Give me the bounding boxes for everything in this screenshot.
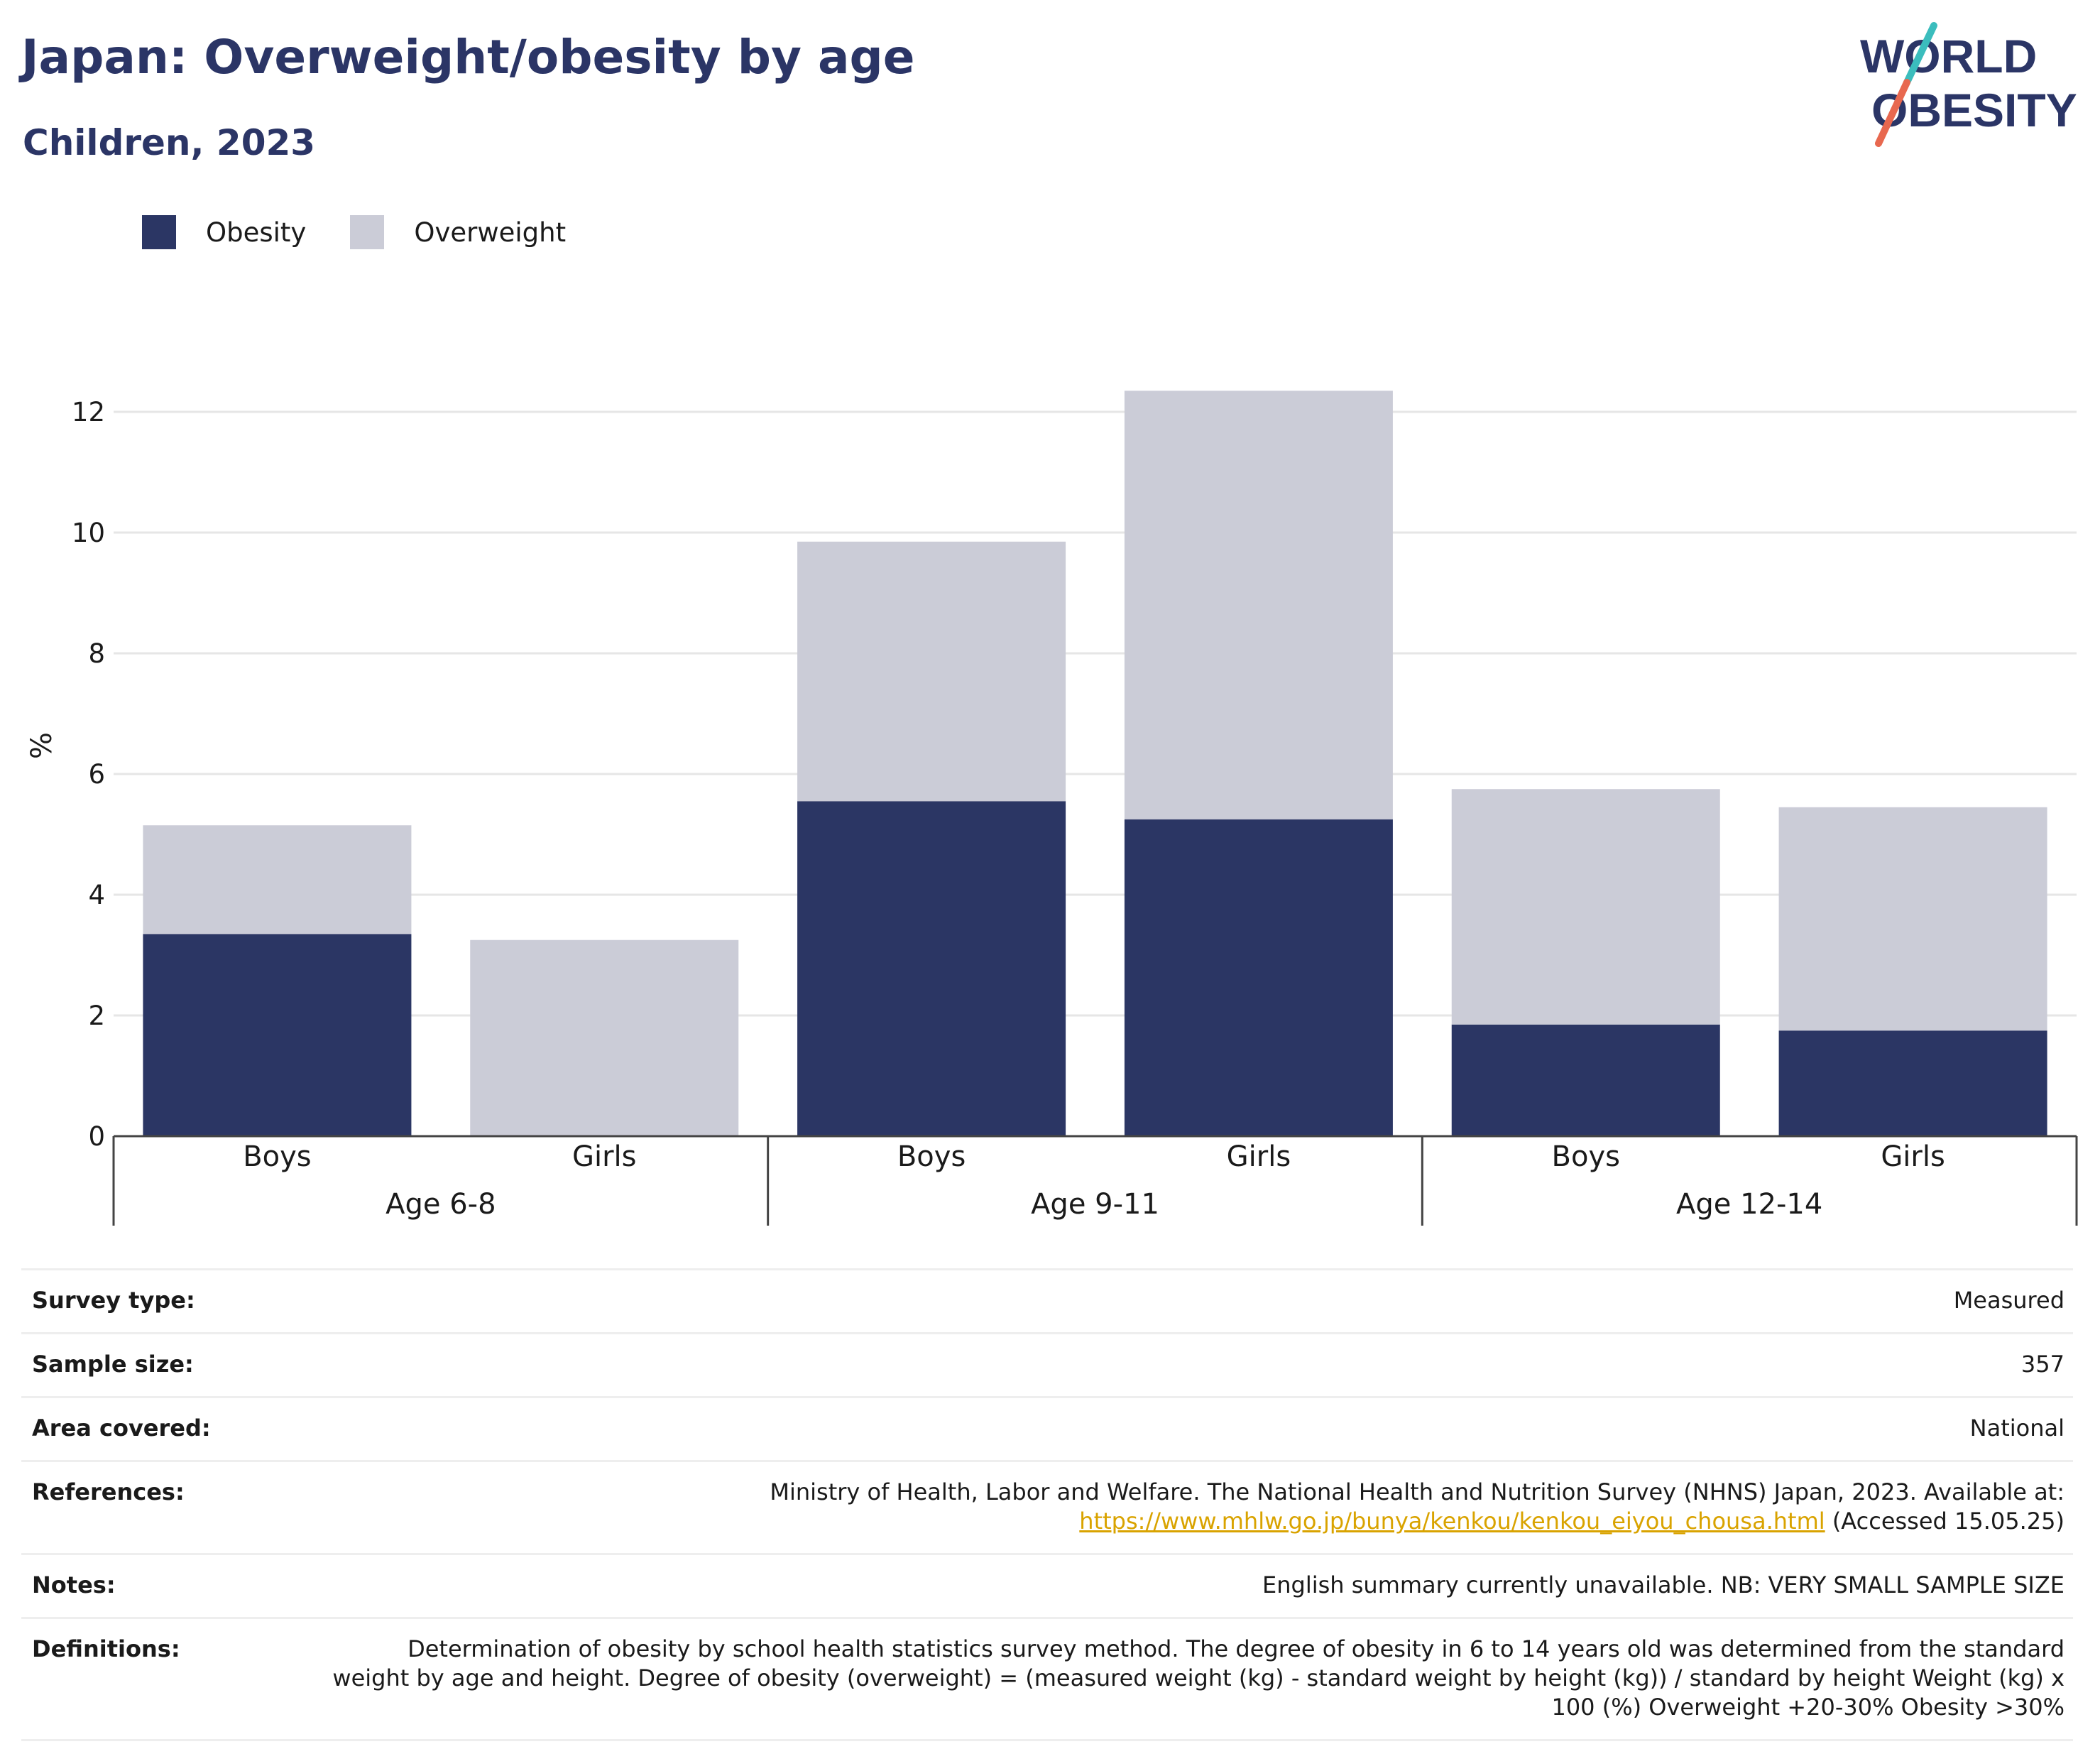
chart-legend: Obesity Overweight — [142, 214, 610, 250]
info-row-definitions: Definitions: Determination of obesity by… — [21, 1619, 2073, 1741]
bar-obesity-5 — [1778, 1030, 2047, 1136]
legend-item-overweight[interactable]: Overweight — [350, 215, 566, 249]
references-text: Ministry of Health, Labor and Welfare. T… — [770, 1478, 2065, 1505]
bar-obesity-0 — [143, 934, 412, 1136]
legend-swatch-obesity — [142, 215, 176, 249]
logo-stroke-teal — [1903, 22, 1937, 86]
info-value-references: Ministry of Health, Labor and Welfare. T… — [770, 1478, 2065, 1536]
y-tick-label-6: 6 — [88, 759, 105, 790]
info-row-sample-size: Sample size: 357 — [21, 1334, 2073, 1398]
bar-overweight-4 — [1451, 789, 1720, 1025]
y-tick-label-8: 8 — [88, 638, 105, 669]
bar-overweight-1 — [470, 939, 739, 1136]
group-label-0: Age 6-8 — [385, 1188, 496, 1221]
group-label-2: Age 12-14 — [1676, 1188, 1822, 1221]
bar-overweight-3 — [1124, 391, 1393, 819]
world-obesity-logo: WORLD OBESITY — [1860, 22, 2077, 147]
bar-obesity-4 — [1451, 1024, 1720, 1136]
info-value-definitions: Determination of obesity by school healt… — [332, 1635, 2065, 1721]
y-axis-label: % — [26, 732, 58, 759]
info-label-notes: Notes: — [32, 1571, 116, 1598]
bar-obesity-2 — [797, 801, 1066, 1136]
x-tick-label-3: Girls — [1227, 1140, 1291, 1173]
info-value-sample-size: 357 — [2020, 1351, 2065, 1378]
y-tick-label-10: 10 — [72, 518, 105, 548]
x-tick-label-0: Boys — [243, 1140, 311, 1173]
y-tick-label-4: 4 — [88, 880, 105, 910]
y-tick-label-0: 0 — [88, 1121, 105, 1152]
survey-info-table: Survey type: Measured Sample size: 357 A… — [21, 1268, 2073, 1741]
y-tick-label-2: 2 — [88, 1001, 105, 1031]
info-label-references: References: — [32, 1478, 185, 1505]
legend-label-obesity: Obesity — [206, 217, 307, 248]
stacked-bar-chart: 0 2 4 6 8 10 12% Boys Girls Boys Girls Boys Girls Age… — [26, 391, 2078, 1226]
info-label-survey-type: Survey type: — [32, 1287, 195, 1314]
x-tick-label-1: Girls — [572, 1140, 637, 1173]
info-value-area: National — [1969, 1415, 2065, 1442]
info-value-notes: English summary currently unavailable. N… — [1262, 1571, 2065, 1598]
info-value-survey-type: Measured — [1953, 1287, 2065, 1314]
bar-overweight-0 — [143, 825, 412, 935]
bar-obesity-3 — [1124, 819, 1393, 1136]
legend-label-overweight: Overweight — [414, 217, 567, 248]
references-link[interactable]: https://www.mhlw.go.jp/bunya/kenkou/kenk… — [1079, 1508, 1825, 1535]
group-label-1: Age 9-11 — [1031, 1188, 1159, 1221]
logo-line-1: WORLD — [1860, 30, 2037, 82]
bar-overweight-2 — [797, 541, 1066, 802]
y-tick-label-12: 12 — [72, 397, 105, 427]
references-accessed: (Accessed 15.05.25) — [1832, 1508, 2065, 1535]
x-tick-label-5: Girls — [1881, 1140, 1945, 1173]
bar-overweight-5 — [1778, 807, 2047, 1031]
info-row-notes: Notes: English summary currently unavail… — [21, 1555, 2073, 1619]
page-subtitle: Children, 2023 — [23, 122, 316, 163]
logo-stroke-red — [1875, 79, 1910, 147]
legend-swatch-overweight — [350, 215, 385, 249]
x-tick-label-2: Boys — [897, 1140, 966, 1173]
info-label-area: Area covered: — [32, 1415, 211, 1442]
x-tick-label-4: Boys — [1552, 1140, 1620, 1173]
info-label-definitions: Definitions: — [32, 1635, 180, 1662]
info-row-survey-type: Survey type: Measured — [21, 1270, 2073, 1334]
info-row-references: References: Ministry of Health, Labor an… — [21, 1462, 2073, 1555]
page-title: Japan: Overweight/obesity by age — [21, 30, 915, 85]
info-label-sample-size: Sample size: — [32, 1351, 194, 1378]
legend-item-obesity[interactable]: Obesity — [142, 215, 306, 249]
info-row-area: Area covered: National — [21, 1398, 2073, 1462]
